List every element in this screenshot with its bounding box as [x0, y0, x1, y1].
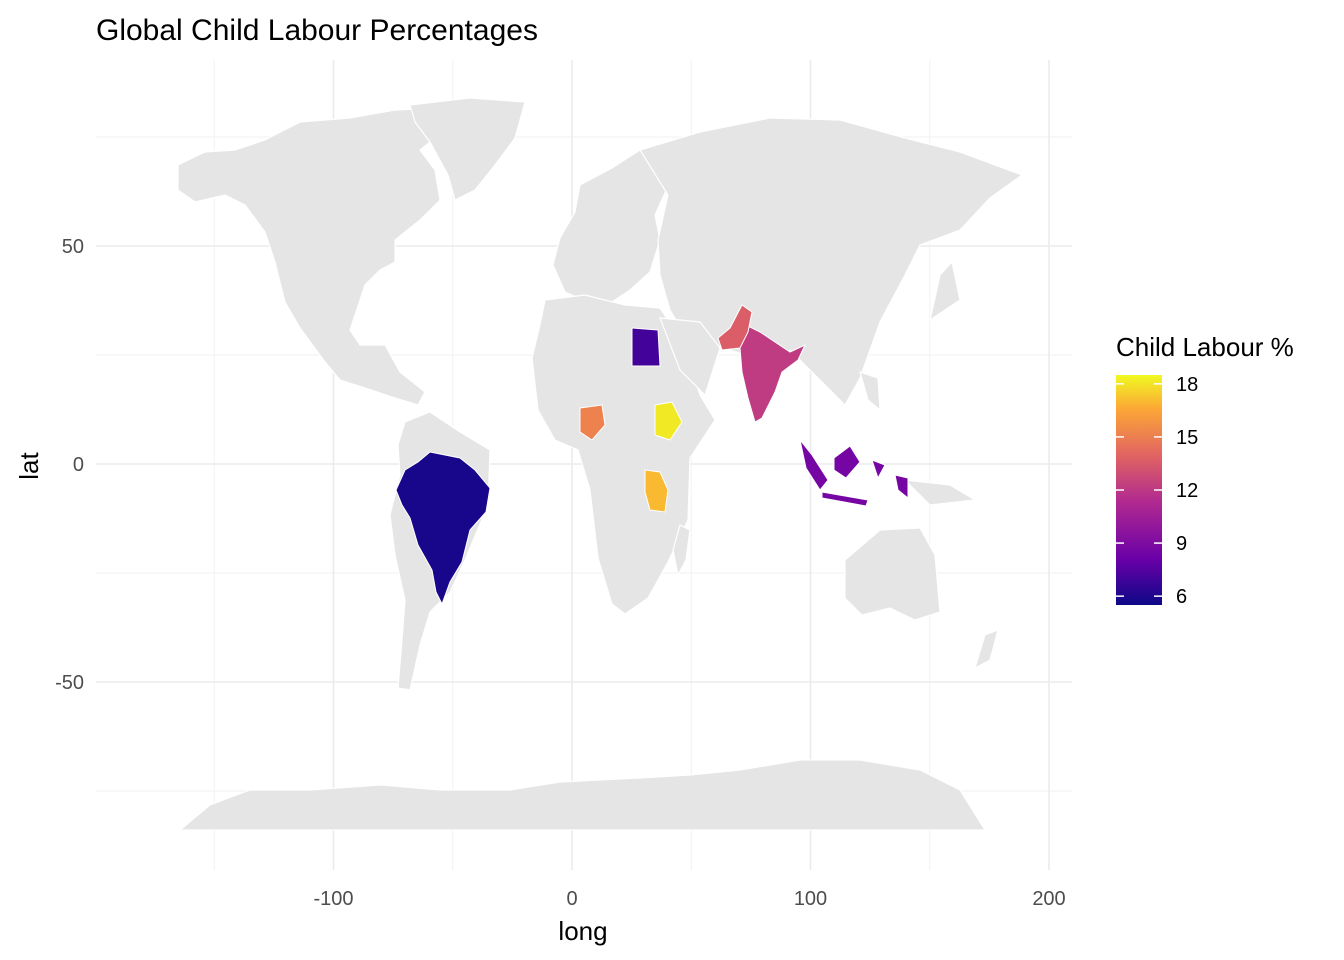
chart-title: Global Child Labour Percentages: [96, 14, 538, 47]
highlighted-countries: [395, 304, 909, 606]
land-africa: [531, 294, 716, 615]
land-new-guinea: [903, 479, 977, 506]
legend: Child Labour % 18 15 12 9 6: [1116, 332, 1294, 608]
legend-tick-label: 6: [1176, 586, 1187, 608]
country-india: [739, 321, 807, 423]
land-greenland: [409, 97, 526, 201]
x-tick-label: -100: [313, 888, 353, 910]
x-tick-label: 200: [1032, 888, 1065, 910]
land-antarctica: [178, 759, 987, 831]
land-north-america: [177, 107, 446, 406]
y-tick-label: -50: [55, 672, 84, 694]
legend-tick-label: 18: [1176, 374, 1198, 396]
land-arabia: [659, 317, 721, 397]
legend-title: Child Labour %: [1116, 332, 1294, 362]
legend-tick-label: 12: [1176, 480, 1198, 502]
country-indonesia: [799, 439, 909, 507]
y-axis-title: lat: [14, 451, 44, 479]
country-tanzania: [644, 469, 669, 513]
country-egypt: [631, 327, 661, 367]
axis-ticks: -100 0 100 200 -50 0 50: [55, 236, 1066, 910]
country-brazil: [395, 451, 491, 606]
land-australia: [844, 527, 941, 621]
land-europe: [552, 149, 671, 303]
land-philippines: [859, 371, 881, 412]
x-tick-label: 0: [566, 888, 577, 910]
y-tick-label: 50: [62, 236, 84, 258]
land-japan: [929, 260, 961, 322]
legend-tick-label: 15: [1176, 427, 1198, 449]
country-pakistan: [717, 304, 753, 351]
legend-tick-label: 9: [1176, 533, 1187, 555]
x-tick-label: 100: [794, 888, 827, 910]
land-madagascar: [672, 524, 691, 577]
legend-ticks: 18 15 12 9 6: [1116, 374, 1198, 608]
y-tick-label: 0: [73, 454, 84, 476]
land-masses: [177, 97, 1024, 831]
x-axis-title: long: [558, 916, 607, 946]
country-nigeria: [579, 404, 606, 441]
land-new-zealand: [974, 629, 999, 670]
country-ethiopia: [654, 401, 683, 441]
